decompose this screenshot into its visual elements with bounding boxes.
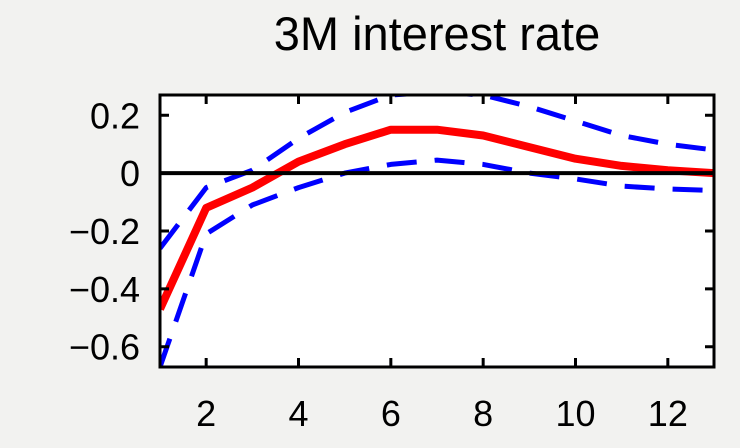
y-tick-label: −0.6: [69, 327, 140, 368]
x-tick-label: 4: [288, 393, 308, 434]
y-tick-label: −0.4: [69, 269, 140, 310]
plot-area: [160, 95, 714, 367]
y-tick-label: 0: [120, 153, 140, 194]
x-tick-label: 6: [381, 393, 401, 434]
series-line-estimate: [160, 125, 714, 311]
x-tick-label: 8: [473, 393, 493, 434]
series-line-lower-band: [160, 157, 714, 367]
y-tick-label: 0.2: [90, 95, 140, 136]
y-tick-label: −0.2: [69, 211, 140, 252]
chart-title: 3M interest rate: [274, 7, 601, 60]
x-tick-label: 10: [555, 393, 595, 434]
x-tick-label: 2: [196, 393, 216, 434]
x-tick-label: 12: [648, 393, 688, 434]
series-line-upper-band: [160, 95, 714, 250]
